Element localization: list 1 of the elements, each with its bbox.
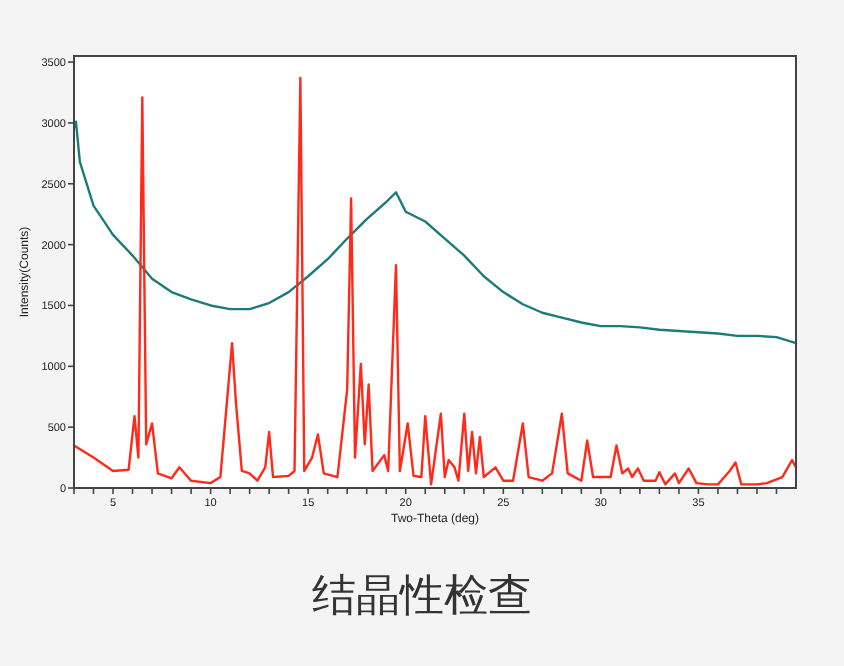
text: 结晶性检查 — [312, 570, 532, 620]
